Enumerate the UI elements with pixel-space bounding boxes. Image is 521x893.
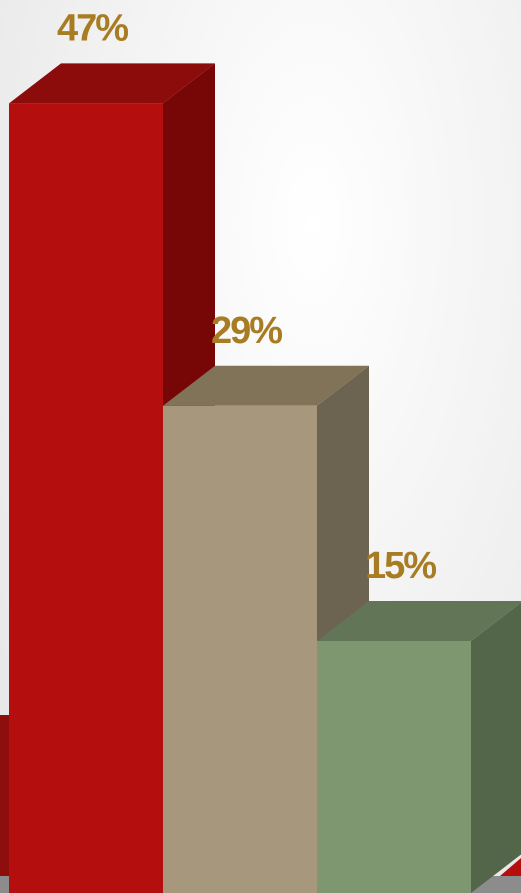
bar-top-3 [317, 601, 521, 641]
bars-group [9, 63, 521, 893]
bar-2 [163, 405, 317, 893]
value-label-1: 47% [57, 7, 128, 49]
bar-1 [9, 103, 163, 893]
bar-top-2 [163, 365, 369, 406]
value-label-2: 29% [211, 310, 282, 352]
bar-side-3 [471, 602, 521, 893]
value-labels-group: 47% 29% 15% [57, 7, 438, 587]
bar-3 [317, 641, 471, 893]
floor-right-edge [500, 858, 521, 876]
bar-top-1 [9, 63, 215, 104]
value-label-3: 15% [365, 545, 436, 587]
floor-left-edge [0, 715, 9, 893]
